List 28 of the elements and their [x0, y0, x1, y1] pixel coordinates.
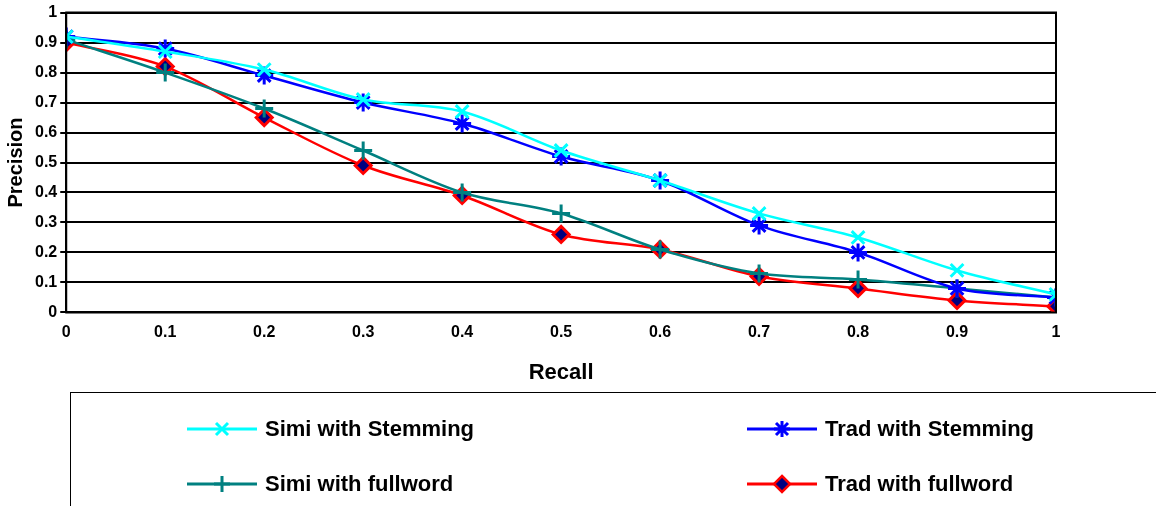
y-tick-label: 0.9 [34, 32, 58, 50]
x-tick-label: 0.7 [747, 323, 771, 341]
legend-label: Simi with Stemming [265, 415, 475, 442]
x-tick-label: 0.3 [352, 323, 375, 341]
legend-label: Trad with Stemming [825, 415, 1035, 442]
x-tick-label: 0.2 [253, 323, 276, 341]
y-tick-label: 0.1 [34, 272, 58, 290]
y-tick-label: 0.2 [34, 242, 58, 260]
x-tick-label: 0.9 [945, 323, 969, 341]
x-tick-label: 0.5 [550, 323, 573, 341]
legend-label: Simi with fullword [265, 471, 454, 498]
legend-label: Trad with fullword [825, 471, 1014, 498]
y-tick-label: 0.6 [34, 122, 58, 140]
x-tick-label: 0.8 [846, 323, 870, 341]
y-tick-label: 1 [48, 3, 58, 21]
y-tick-label: 0.4 [34, 182, 58, 200]
x-tick-label: 1 [1051, 323, 1061, 341]
x-tick-label: 0.4 [451, 323, 474, 341]
x-tick-label: 0 [61, 323, 71, 341]
y-tick-label: 0.8 [34, 62, 58, 80]
y-tick-label: 0.5 [34, 152, 58, 170]
y-axis-title: Precision [3, 117, 26, 208]
x-tick-label: 0.6 [648, 323, 672, 341]
y-tick-label: 0.7 [34, 92, 58, 110]
y-tick-label: 0.3 [34, 212, 58, 230]
x-tick-label: 0.1 [154, 323, 177, 341]
x-axis-title: Recall [528, 358, 594, 384]
y-tick-label: 0 [48, 302, 58, 320]
